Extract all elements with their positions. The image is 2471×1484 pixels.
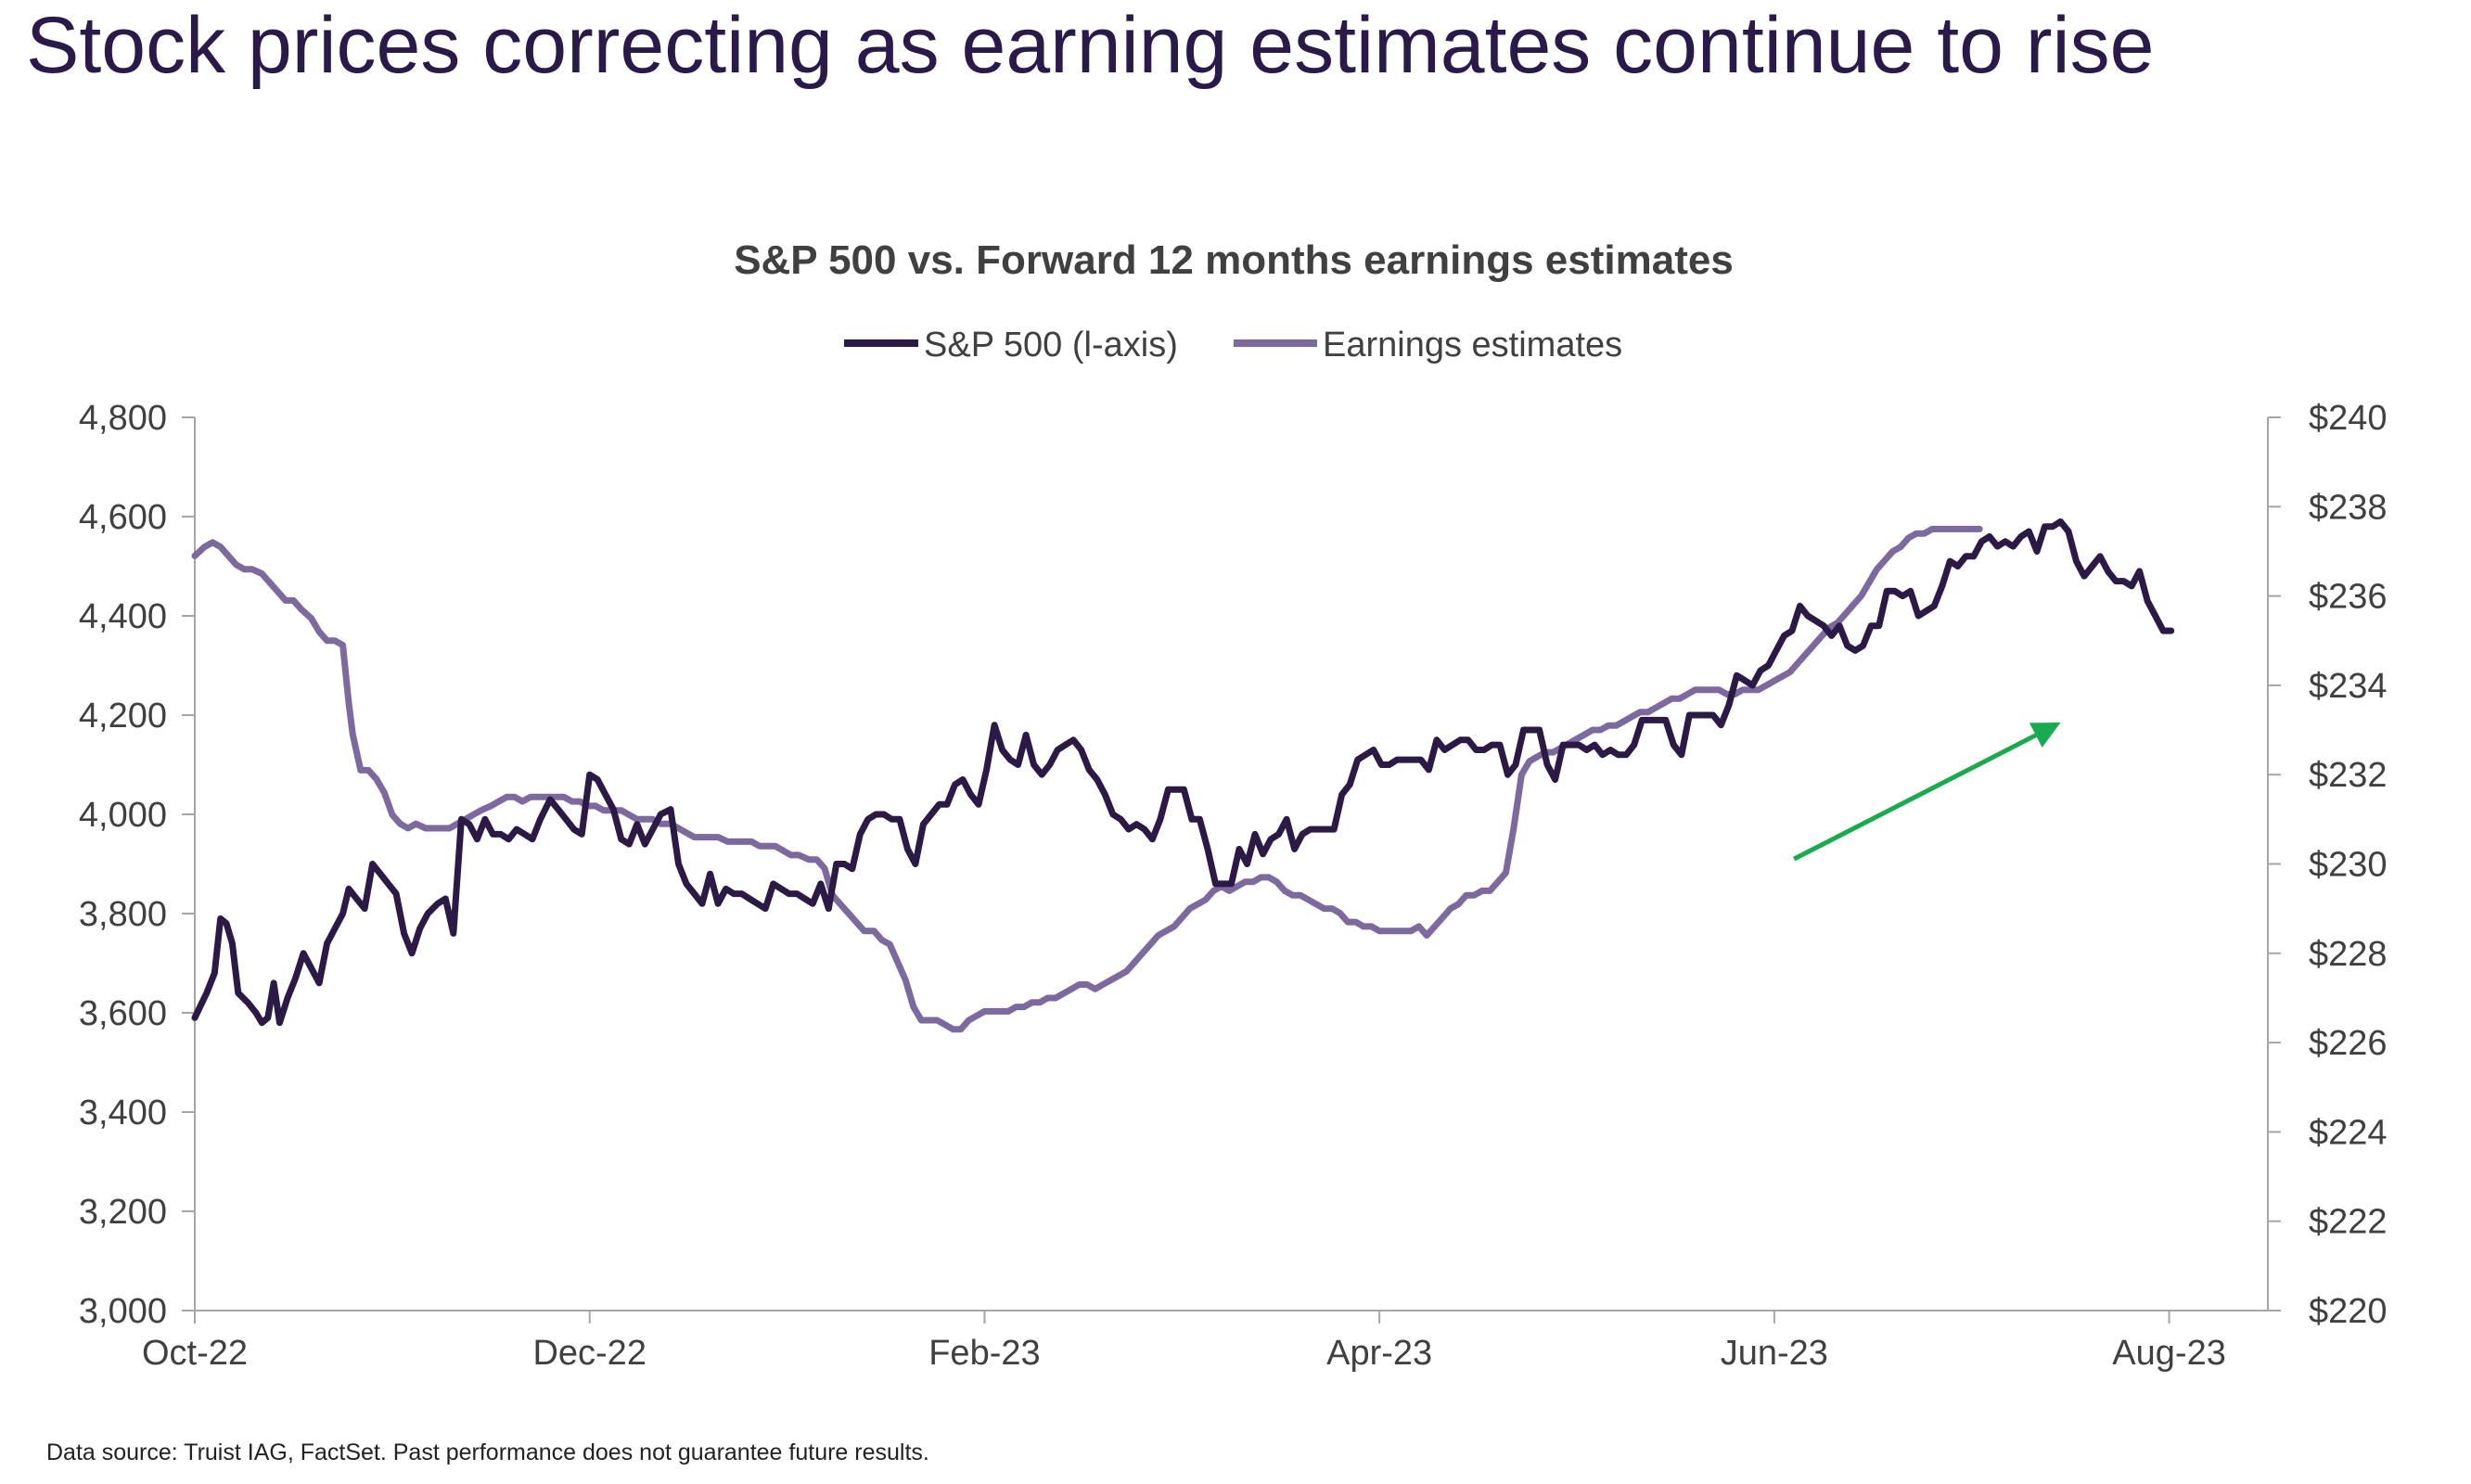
y-right-tick-label: $224 [2309,1113,2388,1152]
y-right-tick-label: $238 [2309,488,2388,527]
y-right-tick-label: $220 [2309,1292,2388,1331]
x-tick-label: Oct-22 [142,1334,248,1373]
series-earnings-line [191,525,1983,1033]
x-tick-label: Dec-22 [532,1334,647,1373]
y-left-tick-label: 4,000 [79,796,167,835]
y-right-tick-label: $236 [2309,578,2388,617]
y-left-tick-label: 3,200 [79,1193,167,1232]
legend: S&P 500 (l-axis) Earnings estimates [844,326,1622,365]
axes: 3,000 3,200 3,400 3,600 3,800 4,000 4,200 4,400… [79,399,2388,1373]
y-right-tick-label: $234 [2309,667,2388,706]
footer-note: Data source: Truist IAG, FactSet. Past p… [46,1439,929,1465]
y-left-tick-label: 4,400 [79,597,167,636]
x-tick-label: Jun-23 [1721,1334,1828,1373]
y-right-tick-label: $232 [2309,756,2388,795]
y-right-tick-label: $226 [2309,1024,2388,1063]
y-left-tick-label: 3,000 [79,1292,167,1331]
y-right-tick-label: $228 [2309,935,2388,974]
x-tick-label: Apr-23 [1326,1334,1432,1373]
y-right-tick-label: $230 [2309,846,2388,885]
y-left-tick-label: 4,600 [79,498,167,537]
trend-arrow-head [2029,723,2061,748]
y-left-tick-label: 3,800 [79,895,167,934]
series-sp500-line [191,518,2175,1027]
y-right-tick-label: $222 [2309,1203,2388,1242]
chart-title: S&P 500 vs. Forward 12 months earnings e… [734,237,1734,283]
x-tick-label: Aug-23 [2112,1334,2226,1373]
x-tick-label: Feb-23 [928,1334,1040,1373]
legend-sp500-label: S&P 500 (l-axis) [924,326,1178,365]
trend-arrow-shaft [1793,733,2037,862]
y-left-tick-label: 3,600 [79,994,167,1033]
chart: S&P 500 vs. Forward 12 months earnings e… [79,237,2388,1373]
y-left-tick-label: 4,800 [79,399,167,438]
y-left-tick-label: 3,400 [79,1094,167,1132]
page-title: Stock prices correcting as earning estim… [26,1,2155,90]
legend-earnings-label: Earnings estimates [1323,326,1622,365]
y-right-tick-label: $240 [2309,399,2388,438]
y-left-tick-label: 4,200 [79,697,167,736]
plot-area [191,518,2175,1033]
